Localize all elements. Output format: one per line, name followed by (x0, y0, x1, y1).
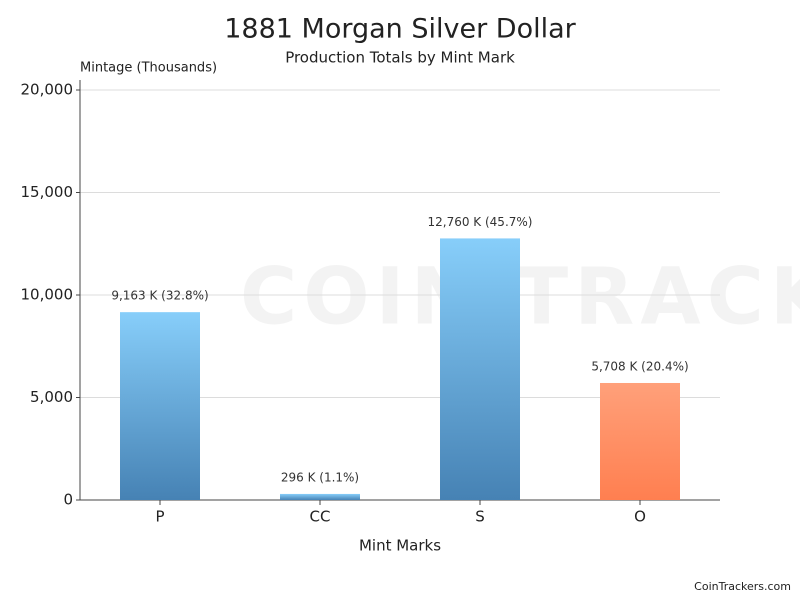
y-tick-label: 5,000 (30, 388, 73, 406)
y-tick-label: 15,000 (21, 183, 74, 201)
x-tick-label: O (634, 508, 646, 526)
footer: CoinTrackers.com (694, 580, 791, 593)
bar (280, 493, 360, 500)
bar (440, 238, 520, 501)
value-label: 5,708 K (20.4%) (591, 359, 688, 373)
y-axis-title: Mintage (Thousands) (80, 61, 217, 76)
y-tick-label: 0 (63, 491, 73, 509)
y-tick-label: 10,000 (21, 286, 74, 304)
x-axis-title: Mint Marks (359, 537, 441, 555)
value-label: 12,760 K (45.7%) (428, 215, 533, 229)
y-tick-label: 20,000 (21, 81, 74, 99)
value-label: 296 K (1.1%) (281, 470, 359, 484)
chart-title: 1881 Morgan Silver Dollar (224, 14, 576, 45)
x-tick-label: S (475, 508, 485, 526)
chart-subtitle: Production Totals by Mint Mark (285, 49, 515, 67)
x-tick-label: P (155, 508, 164, 526)
value-label: 9,163 K (32.8%) (111, 289, 208, 303)
x-tick-label: CC (310, 508, 331, 526)
bar (600, 382, 680, 500)
bar (120, 312, 200, 500)
